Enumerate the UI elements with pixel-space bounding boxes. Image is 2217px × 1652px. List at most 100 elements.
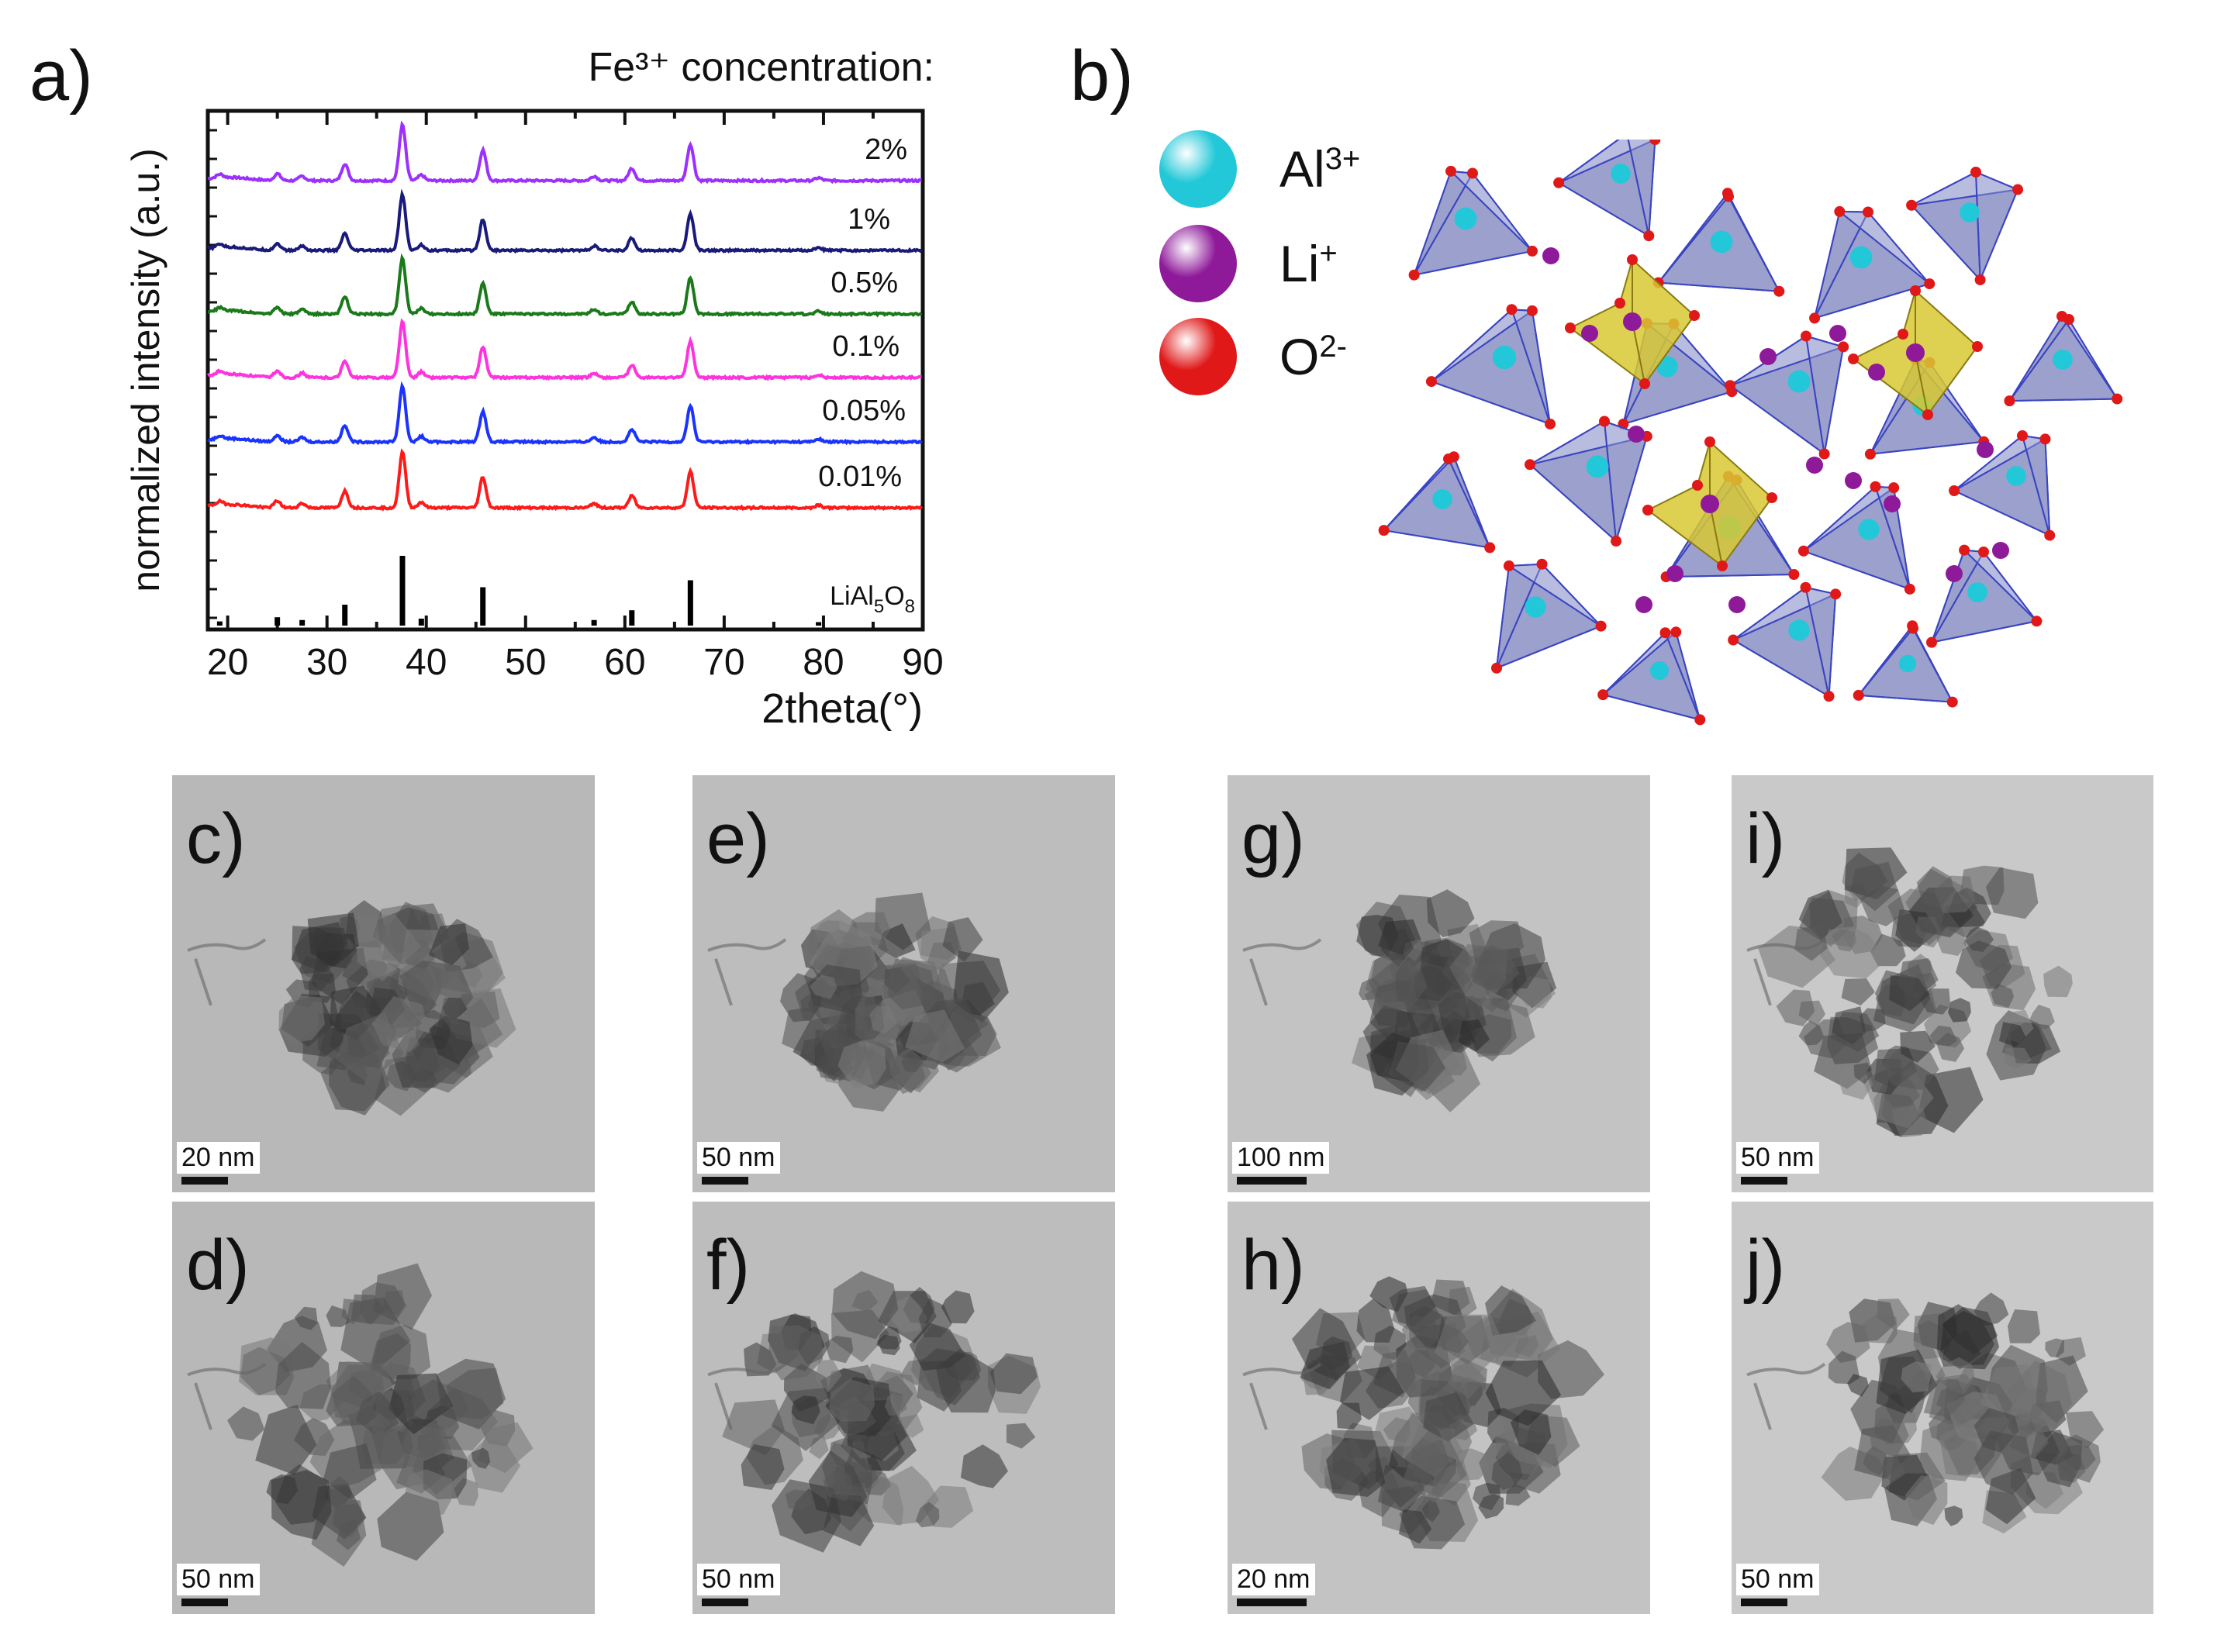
o-atom [1863,206,1873,218]
tem-panel-label: h) [1241,1226,1305,1305]
o-atom [1670,626,1682,638]
o-atom [1445,165,1457,177]
al-atom [1656,356,1678,378]
scale-bar: 100 nm [1232,1141,1330,1185]
scale-bar-label: 50 nm [1736,1141,1819,1174]
o-atom [1809,312,1821,324]
xrd-trace-2 [207,253,923,318]
plot-frame [205,109,925,632]
tem-particle-cluster [1242,1276,1604,1550]
al-atom [1787,370,1811,393]
li-atom [1666,565,1683,582]
o-ion-sphere-icon [1159,318,1237,395]
li-atom [1868,364,1885,381]
o-atom [2031,616,2043,627]
o-atom [1853,689,1864,701]
scale-bar-line [1741,1599,1787,1606]
o-atom [1848,354,1859,364]
o-atom [1910,285,1921,296]
x-tick-label: 90 [902,642,943,683]
li-atom [1884,495,1901,512]
octahedron [1565,254,1700,389]
scale-bar-label: 50 nm [697,1141,780,1174]
scale-bar-label: 20 nm [1232,1563,1315,1595]
o-atom [1639,378,1650,389]
o-atom [2004,395,2015,407]
scale-bar: 50 nm [697,1563,780,1606]
o-atom [1425,376,1437,388]
al-atom [1710,230,1733,253]
x-tick-label: 30 [306,642,347,683]
tetrahedron [1597,626,1706,726]
tem-panel-j: j) 50 nm [1732,1202,2153,1614]
al-atom [2053,350,2073,370]
x-tick-label: 20 [207,642,248,683]
o-atom [1642,505,1653,516]
scale-bar-line [702,1599,748,1606]
o-atom [1788,568,1800,580]
tem-panel-label: j) [1746,1226,1786,1305]
scale-bar: 20 nm [177,1141,260,1185]
scale-bar-label: 50 nm [177,1563,260,1595]
al-atom [1586,455,1609,478]
tetrahedron [1725,330,1849,460]
tetrahedron [1853,620,1958,708]
al-atom [1849,246,1873,269]
tem-particle-cluster [707,1271,1041,1553]
scale-bar: 20 nm [1232,1563,1315,1606]
octahedron [1642,436,1777,571]
tetrahedron [1553,140,1661,242]
scale-bar-line [1237,1599,1307,1606]
o-atom [1545,418,1556,429]
o-atom [1970,167,1981,178]
tem-panel-label: c) [186,799,246,878]
li-atom [1581,325,1598,342]
o-atom [1801,330,1811,342]
al-atom [1492,345,1517,370]
x-tick-label: 40 [406,642,447,683]
tem-particle-cluster [187,1263,534,1567]
o-atom [1773,285,1785,297]
o-atom [1959,544,1970,556]
li-atom [1759,348,1777,365]
series-label: 1% [848,203,890,236]
li-atom [1635,596,1652,613]
o-atom [1692,480,1703,491]
o-atom [1553,177,1565,188]
o-atom [1830,588,1842,600]
o-atom [1974,274,1986,285]
al-atom [1898,654,1917,673]
tetrahedron [1425,304,1556,429]
scale-bar: 50 nm [1736,1563,1819,1606]
o-atom [2112,393,2123,405]
o-atom [1723,191,1734,202]
al-atom [1858,519,1880,540]
al-atom [1650,661,1669,680]
tem-panel-e: e) 50 nm [692,775,1115,1192]
tem-particle-cluster [707,892,1009,1112]
o-atom [1823,691,1835,702]
y-axis-label: normalized intensity (a.u.) [124,148,167,591]
o-atom [1834,205,1846,217]
al-atom [1960,202,1980,222]
tetrahedron [2004,311,2123,407]
li-atom [1628,426,1645,443]
tem-particle-cluster [1746,847,2073,1138]
o-atom [1643,230,1655,242]
xrd-trace-4 [207,381,923,446]
o-atom [1597,689,1609,701]
o-atom [1946,696,1958,708]
tetrahedron [1809,205,1936,324]
scale-bar: 50 nm [1736,1141,1819,1185]
scale-bar-label: 20 nm [177,1141,260,1174]
scale-bar-line [1237,1177,1307,1185]
tetrahedron [1728,581,1842,702]
o-atom [1922,409,1933,420]
x-axis-label: 2theta(°) [761,685,923,732]
o-atom [1526,305,1538,316]
o-atom [1888,482,1900,494]
series-label: 2% [865,133,907,166]
tem-panel-d: d) 50 nm [172,1202,595,1614]
tetrahedron [1797,481,1915,595]
legend-item-al: Al3+ [1159,130,1360,208]
